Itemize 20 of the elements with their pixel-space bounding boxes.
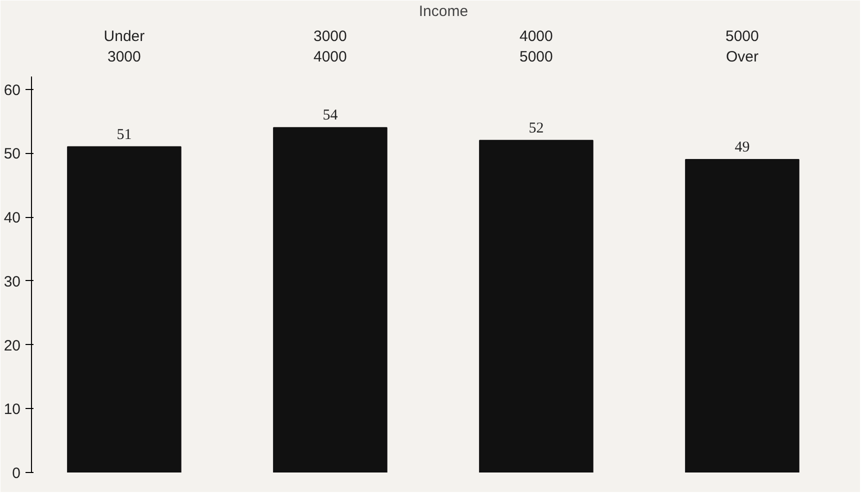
x-tick-label: 4000 5000 [520, 28, 553, 66]
y-tick-label: 40 [4, 210, 21, 227]
y-tick-label: 50 [4, 146, 21, 163]
y-tick-label: 0 [12, 465, 20, 482]
y-tick-label: 60 [4, 82, 21, 99]
data-label: 52 [528, 120, 544, 136]
data-label: 51 [116, 126, 132, 143]
bar [685, 159, 800, 472]
x-axis-title: Income [418, 3, 468, 20]
bar [479, 140, 594, 472]
x-tick-label: Under 3000 [104, 28, 145, 66]
y-tick-label: 20 [4, 337, 21, 354]
y-tick-label: 10 [4, 401, 21, 418]
data-label: 54 [322, 108, 338, 124]
data-label: 49 [734, 140, 750, 156]
bar [67, 146, 182, 472]
x-tick-label: 3000 4000 [314, 28, 347, 66]
y-tick-label: 30 [4, 273, 21, 290]
bar [273, 127, 388, 472]
x-tick-label: 5000 Over [726, 28, 759, 66]
